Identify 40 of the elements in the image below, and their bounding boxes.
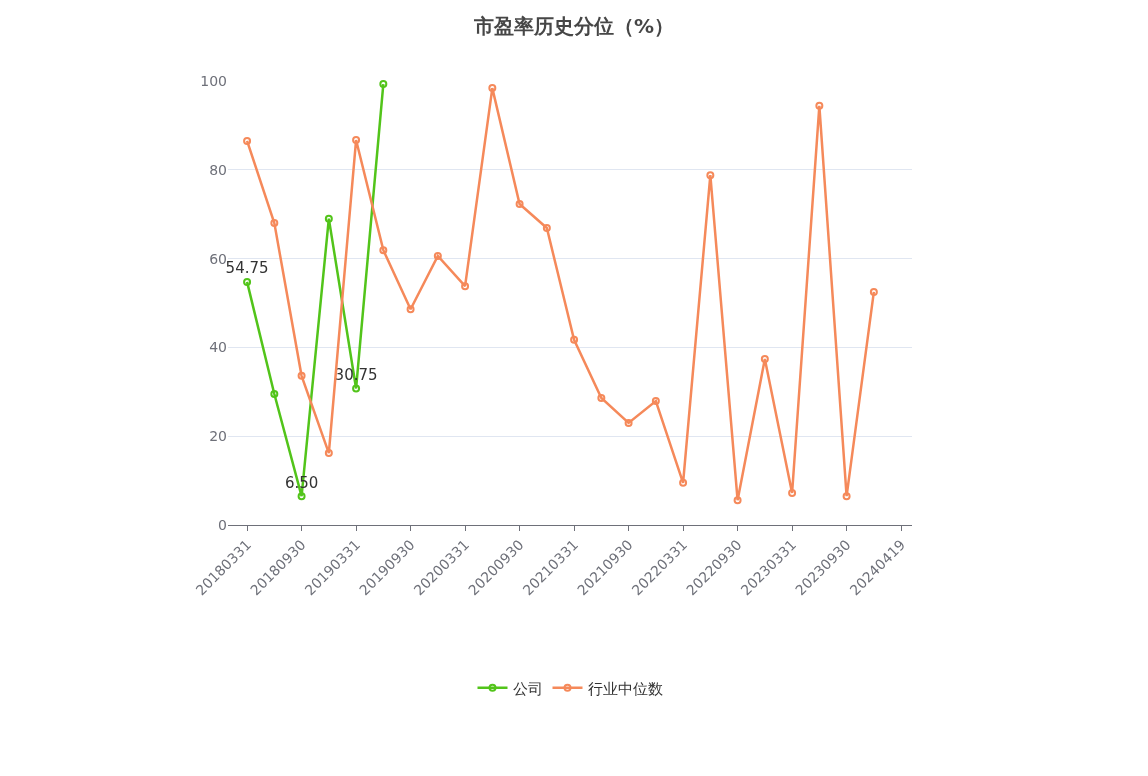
y-tick-label: 0 [218,516,227,533]
data-label: 54.75 [225,259,269,278]
y-tick-label: 60 [209,250,227,267]
y-tick-label: 20 [209,428,227,445]
point [760,354,769,363]
point [570,335,579,344]
point [324,214,333,223]
point [542,223,551,232]
point [297,371,306,380]
point [406,305,415,314]
y-tick-label: 100 [200,72,227,89]
legend-label: 公司 [512,679,543,698]
point [297,492,306,501]
point [597,394,606,403]
chart-title: 市盈率历史分位（%） [472,14,675,39]
point [243,136,252,145]
point [624,418,633,427]
point [270,390,279,399]
point [651,397,660,406]
point [679,478,688,487]
point [352,136,361,145]
point [488,84,497,93]
point [842,492,851,501]
point [433,251,442,260]
point [869,287,878,296]
point [379,80,388,89]
point [788,489,797,498]
point [733,496,742,505]
point [379,246,388,255]
y-tick-label: 80 [209,161,227,178]
point [461,282,470,291]
legend-label: 行业中位数 [587,679,663,698]
point [324,449,333,458]
point [270,219,279,228]
point [515,199,524,208]
point [815,101,824,110]
y-tick-label: 40 [209,339,227,356]
point [352,384,361,393]
point [706,171,715,180]
point [243,277,252,286]
